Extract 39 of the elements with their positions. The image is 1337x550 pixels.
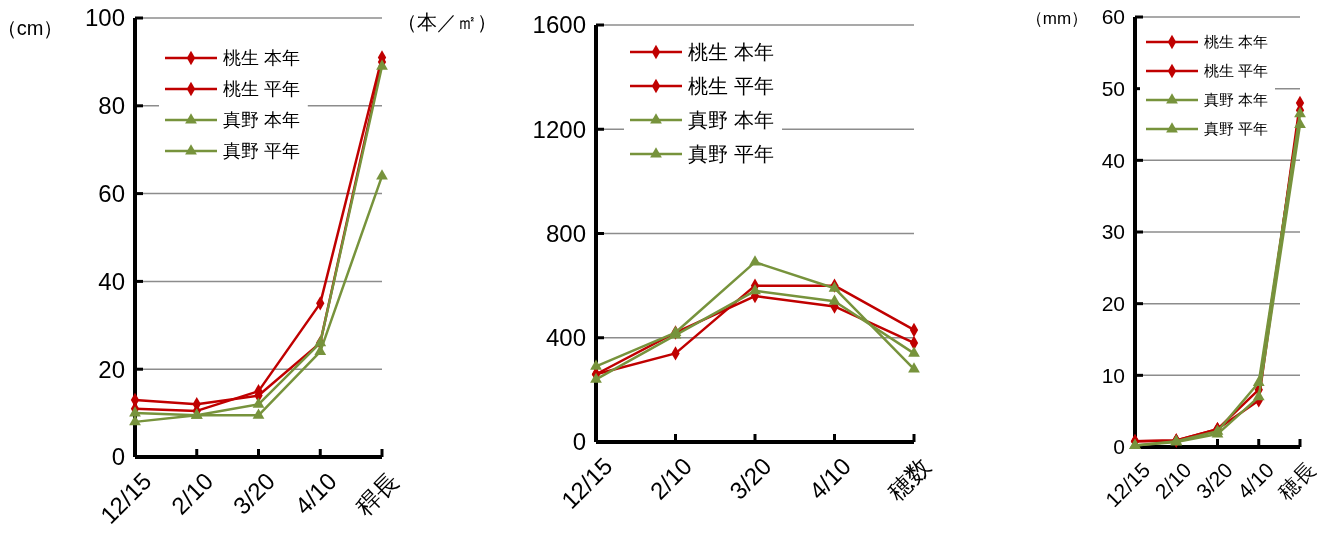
- y-tick-label: 60: [1101, 5, 1125, 29]
- y-tick-label: 40: [98, 267, 125, 295]
- y-tick-label: 80: [98, 92, 125, 120]
- y-tick-label: 0: [572, 428, 586, 456]
- y-tick-label: 1200: [532, 115, 586, 143]
- legend-label: 真野 平年: [223, 141, 301, 162]
- y-tick-label: 60: [98, 180, 125, 207]
- legend-label: 真野 本年: [1204, 91, 1269, 109]
- legend-label: 桃生 平年: [223, 79, 301, 100]
- y-tick-label: 800: [545, 219, 586, 247]
- x-tick-label: 3/20: [724, 452, 777, 505]
- legend-label: 桃生 平年: [1204, 62, 1269, 80]
- legend-label: 桃生 本年: [223, 48, 301, 69]
- legend-label: 真野 平年: [688, 143, 774, 165]
- legend-label: 桃生 平年: [688, 75, 774, 97]
- y-tick-label: 10: [1101, 363, 1125, 387]
- y-tick-label: 30: [1101, 220, 1125, 244]
- legend-label: 真野 本年: [688, 109, 774, 131]
- y-axis-title: （cm）: [0, 17, 64, 39]
- y-tick-label: 0: [111, 443, 125, 471]
- y-tick-label: 400: [545, 324, 586, 352]
- legend-label: 真野 本年: [223, 110, 301, 131]
- y-tick-label: 1600: [532, 11, 586, 39]
- y-axis-title: （本／㎡）: [397, 11, 497, 33]
- y-tick-label: 0: [1113, 435, 1125, 459]
- y-tick-label: 20: [98, 355, 125, 383]
- legend-label: 桃生 本年: [688, 41, 774, 63]
- x-tick-label: 穂数: [882, 452, 936, 506]
- y-tick-label: 40: [1101, 148, 1125, 172]
- y-axis-title: （mm）: [1025, 8, 1089, 28]
- x-tick-label: 3/20: [227, 467, 280, 520]
- y-tick-label: 100: [84, 4, 125, 32]
- y-tick-label: 20: [1101, 292, 1125, 316]
- y-tick-label: 50: [1101, 77, 1125, 101]
- legend-label: 桃生 本年: [1204, 33, 1269, 51]
- legend-label: 真野 平年: [1204, 120, 1269, 138]
- x-tick-label: 4/10: [803, 452, 856, 505]
- x-tick-label: 稈長: [350, 467, 404, 521]
- x-tick-label: 4/10: [289, 467, 342, 520]
